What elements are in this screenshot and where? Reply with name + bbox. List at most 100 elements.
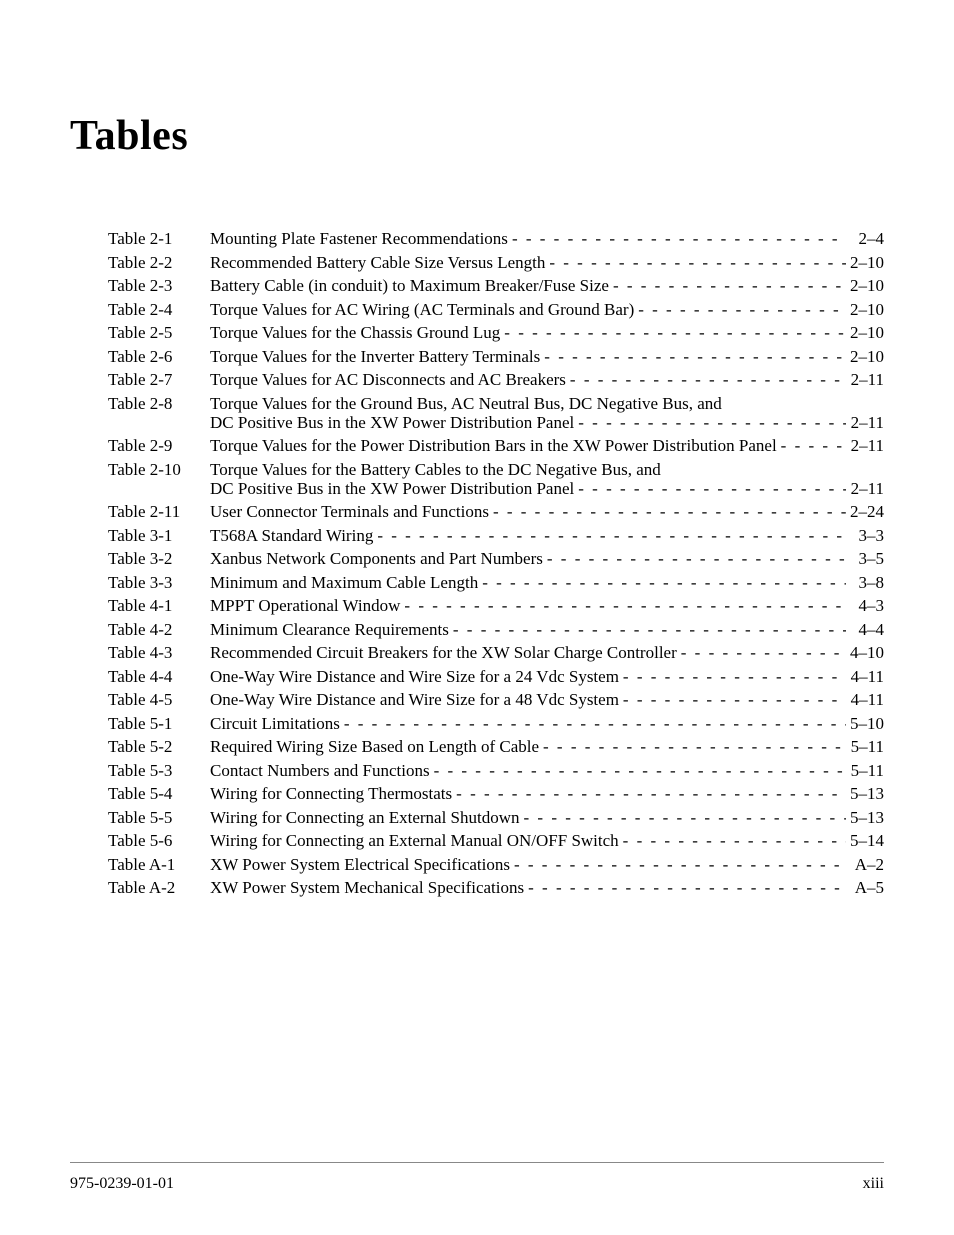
- toc-entry-label: Table 4-5: [108, 691, 210, 708]
- toc-entry-title-cont: DC Positive Bus in the XW Power Distribu…: [210, 414, 574, 431]
- toc-entry-body: Contact Numbers and Functions 5–11: [210, 762, 884, 779]
- toc-leader: [545, 254, 846, 271]
- toc-entry-page: A–5: [846, 879, 884, 896]
- toc-entry-body: Minimum Clearance Requirements 4–4: [210, 621, 884, 638]
- toc-entry-title: Contact Numbers and Functions: [210, 762, 430, 779]
- toc-entry-title: Torque Values for AC Wiring (AC Terminal…: [210, 301, 634, 318]
- toc-entry-body: Torque Values for the Ground Bus, AC Neu…: [210, 395, 884, 412]
- toc-leader: [543, 550, 846, 567]
- toc-entry-page: 4–11: [846, 691, 884, 708]
- toc-entry-title-cont: DC Positive Bus in the XW Power Distribu…: [210, 480, 574, 497]
- toc-leader: [340, 715, 846, 732]
- toc-entry: Table 2-5Torque Values for the Chassis G…: [70, 324, 884, 341]
- toc-entry-label: Table 4-4: [108, 668, 210, 685]
- toc-entry-label: Table 2-4: [108, 301, 210, 318]
- toc-entry-title: XW Power System Mechanical Specification…: [210, 879, 524, 896]
- toc-entry-page: 2–10: [846, 301, 884, 318]
- toc-entry-title: Torque Values for the Power Distribution…: [210, 437, 777, 454]
- toc-entry-page: A–2: [846, 856, 884, 873]
- toc-leader: [574, 480, 846, 497]
- toc-entry-body: MPPT Operational Window4–3: [210, 597, 884, 614]
- toc-entry-body: Torque Values for AC Wiring (AC Terminal…: [210, 301, 884, 318]
- toc-entry-page: 5–11: [846, 762, 884, 779]
- footer-rule: [70, 1162, 884, 1163]
- toc-entry-title: XW Power System Electrical Specification…: [210, 856, 510, 873]
- toc-entry-title: Torque Values for the Chassis Ground Lug: [210, 324, 500, 341]
- toc-leader: [373, 527, 846, 544]
- toc-entry-body: Torque Values for the Power Distribution…: [210, 437, 884, 454]
- toc-entry-page: 2–10: [846, 324, 884, 341]
- toc-entry-page: 4–4: [846, 621, 884, 638]
- toc-leader: [500, 324, 846, 341]
- toc-entry-page: 4–11: [846, 668, 884, 685]
- toc-entry-label: Table 2-1: [108, 230, 210, 247]
- toc-entry-page: 5–14: [846, 832, 884, 849]
- toc-entry-title: T568A Standard Wiring: [210, 527, 373, 544]
- toc-entry-body: T568A Standard Wiring3–3: [210, 527, 884, 544]
- toc-leader: [510, 856, 846, 873]
- toc-entry-body: Xanbus Network Components and Part Numbe…: [210, 550, 884, 567]
- toc-entry-page: 4–3: [846, 597, 884, 614]
- toc-entry-title: Minimum and Maximum Cable Length: [210, 574, 478, 591]
- toc-leader: [400, 597, 846, 614]
- toc-entry: Table 5-5Wiring for Connecting an Extern…: [70, 809, 884, 826]
- toc-entry-label: Table 4-2: [108, 621, 210, 638]
- toc-entry: Table 3-2Xanbus Network Components and P…: [70, 550, 884, 567]
- toc-entry: Table 4-1MPPT Operational Window4–3: [70, 597, 884, 614]
- toc-entry-title: User Connector Terminals and Functions: [210, 503, 489, 520]
- toc-entry: Table 3-3Minimum and Maximum Cable Lengt…: [70, 574, 884, 591]
- toc-entry-body: Wiring for Connecting Thermostats5–13: [210, 785, 884, 802]
- toc-entry-label: Table 3-1: [108, 527, 210, 544]
- toc-leader: [619, 668, 846, 685]
- toc-entry-label: Table 5-4: [108, 785, 210, 802]
- toc-entry: Table A-2XW Power System Mechanical Spec…: [70, 879, 884, 896]
- toc-leader: [489, 503, 846, 520]
- toc-entry: Table 2-10Torque Values for the Battery …: [70, 461, 884, 478]
- toc-leader: [540, 348, 846, 365]
- toc-entry-body: Battery Cable (in conduit) to Maximum Br…: [210, 277, 884, 294]
- toc-entry-body: Minimum and Maximum Cable Length3–8: [210, 574, 884, 591]
- toc-entry-page: 2–10: [846, 277, 884, 294]
- toc-entry-body: One-Way Wire Distance and Wire Size for …: [210, 691, 884, 708]
- toc-entry-title: One-Way Wire Distance and Wire Size for …: [210, 691, 619, 708]
- toc-entry-label: Table 4-3: [108, 644, 210, 661]
- toc-leader: [609, 277, 846, 294]
- toc-entry-label: Table 2-3: [108, 277, 210, 294]
- page-footer: 975-0239-01-01 xiii: [70, 1175, 884, 1193]
- toc-entry: Table 4-5One-Way Wire Distance and Wire …: [70, 691, 884, 708]
- toc-entry-page: 4–10: [846, 644, 884, 661]
- toc-entry: Table 3-1T568A Standard Wiring3–3: [70, 527, 884, 544]
- toc-entry-title: Minimum Clearance Requirements: [210, 621, 449, 638]
- toc-entry-title: Torque Values for the Battery Cables to …: [210, 461, 661, 478]
- toc-entry-page: 5–13: [846, 809, 884, 826]
- toc-entry: Table 2-11User Connector Terminals and F…: [70, 503, 884, 520]
- toc-entry-title: Battery Cable (in conduit) to Maximum Br…: [210, 277, 609, 294]
- toc-leader: [520, 809, 846, 826]
- section-heading: Tables: [70, 112, 884, 160]
- toc-entry-title: Torque Values for the Inverter Battery T…: [210, 348, 540, 365]
- toc-entry-label: Table 2-6: [108, 348, 210, 365]
- toc-entry-label: Table 2-7: [108, 371, 210, 388]
- toc-entry-page: 2–11: [846, 414, 884, 431]
- toc-entry-body: XW Power System Electrical Specification…: [210, 856, 884, 873]
- toc-entry-body: XW Power System Mechanical Specification…: [210, 879, 884, 896]
- page: Tables Table 2-1Mounting Plate Fastener …: [0, 0, 954, 1235]
- toc-entry: Table 2-9Torque Values for the Power Dis…: [70, 437, 884, 454]
- toc-leader: [777, 437, 846, 454]
- toc-entry-title: One-Way Wire Distance and Wire Size for …: [210, 668, 619, 685]
- toc-entry-body: Recommended Battery Cable Size Versus Le…: [210, 254, 884, 271]
- toc-entry: Table 4-3Recommended Circuit Breakers fo…: [70, 644, 884, 661]
- toc-entry-continuation: DC Positive Bus in the XW Power Distribu…: [70, 480, 884, 497]
- toc-entry-label: Table 2-10: [108, 461, 210, 478]
- toc-entry-title: Torque Values for the Ground Bus, AC Neu…: [210, 395, 722, 412]
- toc-entry-label: Table 2-11: [108, 503, 210, 520]
- toc-leader: [524, 879, 846, 896]
- toc-entry-page: 5–10: [846, 715, 884, 732]
- toc-entry-title: Mounting Plate Fastener Recommendations: [210, 230, 508, 247]
- toc-leader: [539, 738, 846, 755]
- toc-entry-label: Table 2-8: [108, 395, 210, 412]
- toc-entry-label: Table 5-6: [108, 832, 210, 849]
- toc-entry-page: 5–11: [846, 738, 884, 755]
- toc-entry-title: Wiring for Connecting an External Shutdo…: [210, 809, 520, 826]
- toc-entry-title: Torque Values for AC Disconnects and AC …: [210, 371, 566, 388]
